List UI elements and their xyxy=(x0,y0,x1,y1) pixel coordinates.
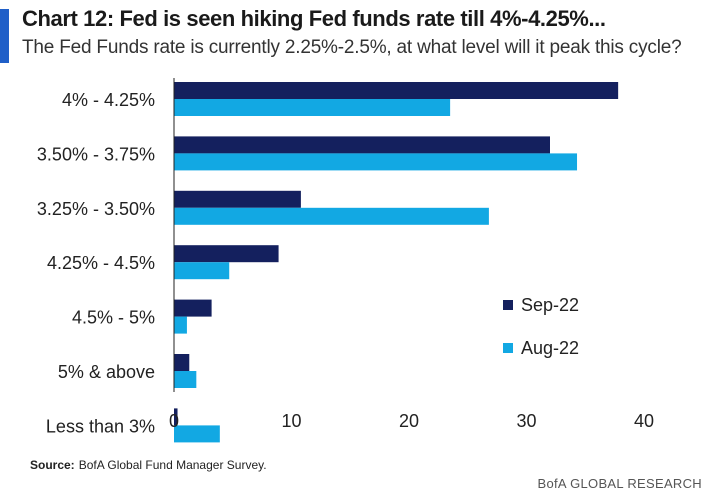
legend-swatch-sep-22 xyxy=(503,300,513,310)
x-tick-label: 20 xyxy=(399,411,419,431)
title-accent-bar xyxy=(0,9,9,63)
bar-sep-22 xyxy=(174,354,190,371)
x-tick-label: 30 xyxy=(516,411,536,431)
bar-sep-22 xyxy=(174,245,279,263)
chart-subtitle: The Fed Funds rate is currently 2.25%-2.… xyxy=(22,37,682,58)
bar-sep-22 xyxy=(174,136,550,154)
category-label: Less than 3% xyxy=(46,416,155,436)
bar-sep-22 xyxy=(174,408,178,426)
legend-label-sep-22: Sep-22 xyxy=(521,295,579,315)
category-label: 5% & above xyxy=(58,362,155,382)
bar-aug-22 xyxy=(174,99,451,116)
bar-aug-22 xyxy=(174,371,197,388)
x-tick-label: 40 xyxy=(634,411,654,431)
source-note: Source: BofA Global Fund Manager Survey. xyxy=(30,458,267,472)
category-label: 4.25% - 4.5% xyxy=(47,253,155,273)
category-label: 4.5% - 5% xyxy=(72,308,155,328)
x-tick-label: 0 xyxy=(169,411,179,431)
brand-label: BofA GLOBAL RESEARCH xyxy=(537,476,702,491)
bar-sep-22 xyxy=(174,190,301,208)
bar-sep-22 xyxy=(174,82,619,99)
category-label: 3.50% - 3.75% xyxy=(37,144,155,164)
bar-aug-22 xyxy=(174,262,230,280)
bar-aug-22 xyxy=(174,425,220,443)
bar-aug-22 xyxy=(174,153,578,171)
chart-title: Chart 12: Fed is seen hiking Fed funds r… xyxy=(22,6,606,31)
bar-sep-22 xyxy=(174,299,212,317)
legend-swatch-aug-22 xyxy=(503,343,513,353)
source-text: BofA Global Fund Manager Survey. xyxy=(78,458,267,472)
category-label: 4% - 4.25% xyxy=(62,90,155,110)
category-label: 3.25% - 3.50% xyxy=(37,199,155,219)
bar-aug-22 xyxy=(174,316,187,334)
x-tick-label: 10 xyxy=(281,411,301,431)
source-label: Source: xyxy=(30,458,75,472)
bar-aug-22 xyxy=(174,207,489,225)
legend-label-aug-22: Aug-22 xyxy=(521,338,579,358)
